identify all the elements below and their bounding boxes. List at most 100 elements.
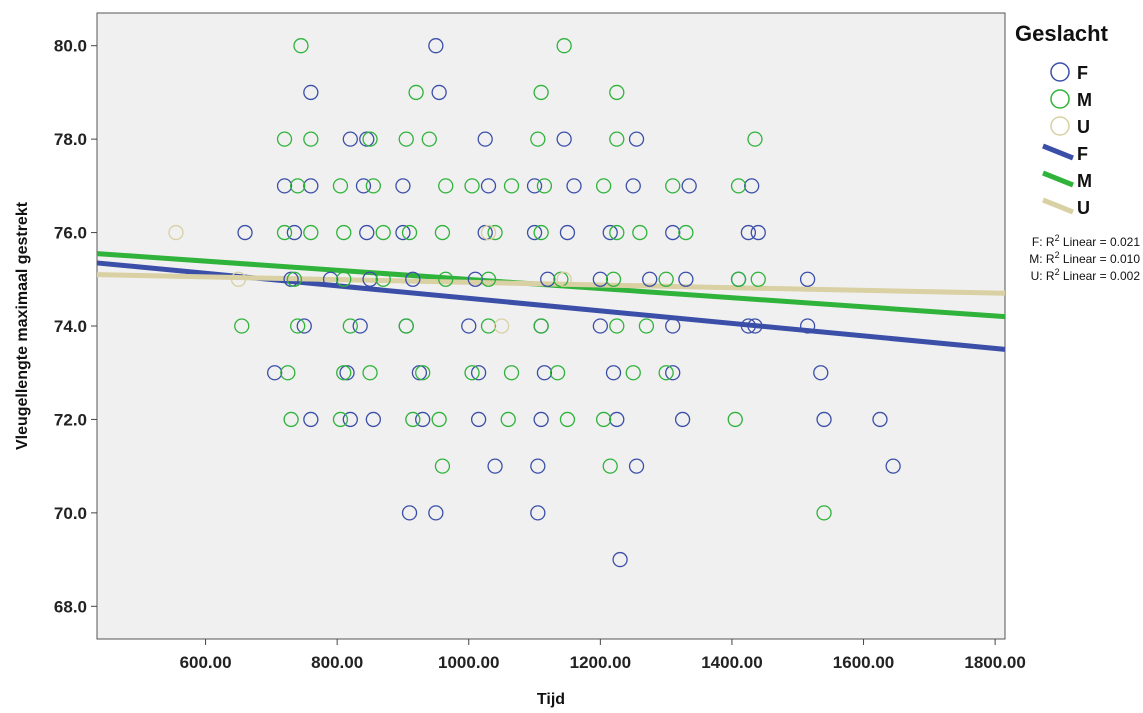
point-f (526, 224, 543, 241)
point-m (665, 178, 681, 194)
point-m (303, 131, 319, 147)
point-f (872, 411, 888, 428)
legend-line-f (1042, 143, 1074, 161)
point-f (665, 365, 681, 381)
point-f (405, 271, 421, 287)
legend-marker-u (1050, 116, 1070, 136)
point-m (559, 411, 576, 428)
point-m (533, 318, 549, 334)
point-f (674, 411, 691, 428)
point-f (296, 318, 312, 334)
point-m (658, 271, 674, 287)
point-m (530, 131, 546, 147)
point-m (503, 178, 520, 194)
point-m (533, 84, 549, 101)
point-m (365, 178, 381, 194)
point-m (362, 365, 378, 381)
point-f (470, 365, 487, 381)
point-m (332, 178, 349, 194)
point-f (816, 411, 832, 428)
point-f (415, 411, 431, 428)
point-f (536, 365, 553, 381)
point-m (375, 271, 391, 287)
point-f (431, 84, 447, 101)
point-m (536, 178, 553, 194)
point-m (415, 365, 431, 381)
point-f (276, 178, 293, 194)
fit-stat-label: M: R2 Linear = 0.010 (1029, 250, 1140, 266)
point-m (405, 411, 421, 428)
point-f (303, 178, 319, 194)
point-m (290, 178, 306, 194)
point-m (362, 131, 378, 147)
point-m (401, 224, 418, 241)
point-f (237, 224, 253, 241)
point-m (336, 271, 352, 287)
point-m (816, 505, 832, 521)
point-m (730, 178, 747, 194)
point-f (342, 411, 358, 428)
point-f (359, 131, 375, 147)
point-m (280, 365, 296, 381)
point-m (434, 458, 451, 474)
point-f (799, 318, 816, 334)
point-m (398, 318, 414, 334)
legend-line-u (1042, 197, 1074, 215)
point-u (480, 224, 497, 241)
point-f (339, 365, 355, 381)
point-m (438, 178, 454, 194)
legend-marker-m (1050, 89, 1070, 109)
y-tick-label: 74.0 (54, 317, 87, 336)
point-m (595, 411, 612, 428)
point-f (477, 224, 493, 241)
point-f (628, 458, 645, 474)
point-m (431, 411, 447, 428)
y-tick-label: 78.0 (54, 130, 87, 149)
point-u (556, 271, 572, 287)
point-m (408, 84, 424, 101)
point-m (609, 224, 625, 241)
point-f (530, 505, 546, 521)
point-m (336, 365, 352, 381)
fit-stat-label: F: R2 Linear = 0.021 (1032, 233, 1140, 249)
x-tick-label: 600.00 (180, 653, 232, 672)
point-f (602, 224, 618, 241)
point-f (740, 224, 757, 241)
point-f (487, 458, 503, 474)
point-m (480, 318, 497, 334)
point-m (487, 224, 503, 241)
plot-area (96, 12, 1006, 640)
legend-label: U (1077, 117, 1090, 137)
legend-label: F (1077, 144, 1088, 164)
point-f (322, 271, 339, 287)
point-f (530, 458, 546, 474)
point-f (303, 84, 319, 101)
point-m (464, 178, 480, 194)
point-f (411, 365, 428, 381)
point-m (303, 224, 319, 241)
point-f (283, 271, 299, 287)
legend-label: F (1077, 63, 1088, 83)
point-f (592, 271, 608, 287)
point-m (342, 318, 358, 334)
point-m (276, 224, 293, 241)
point-m (730, 271, 747, 287)
point-f (628, 131, 645, 147)
point-f (352, 318, 368, 334)
fit-stat-label: U: R2 Linear = 0.002 (1031, 267, 1141, 283)
point-m (609, 318, 625, 334)
y-tick-label: 70.0 (54, 504, 87, 523)
point-f (526, 178, 543, 194)
point-f (609, 411, 625, 428)
point-f (678, 271, 694, 287)
legend-title: Geslacht (1015, 21, 1109, 46)
point-f (612, 551, 628, 568)
point-u (494, 318, 510, 334)
point-m (609, 84, 625, 101)
x-tick-label: 1800.00 (964, 653, 1025, 672)
point-f (362, 271, 378, 287)
point-f (355, 178, 372, 194)
point-f (625, 178, 641, 194)
